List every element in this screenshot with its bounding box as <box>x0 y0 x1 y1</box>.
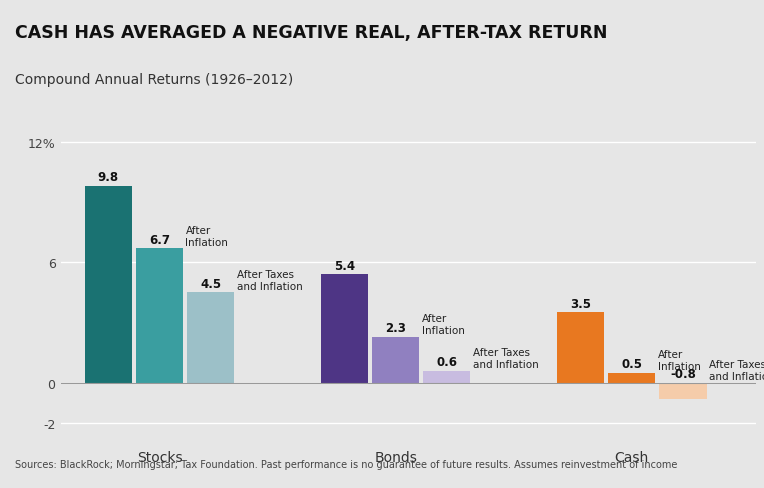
Bar <box>187 293 235 383</box>
Bar <box>423 371 471 383</box>
Bar <box>557 313 604 383</box>
Text: 3.5: 3.5 <box>570 298 591 310</box>
Text: CASH HAS AVERAGED A NEGATIVE REAL, AFTER-TAX RETURN: CASH HAS AVERAGED A NEGATIVE REAL, AFTER… <box>15 23 608 41</box>
Text: After Taxes
and Inflation: After Taxes and Inflation <box>237 269 303 291</box>
Text: 0.5: 0.5 <box>621 358 643 370</box>
Text: After Taxes
and Inflation: After Taxes and Inflation <box>473 347 539 369</box>
Text: 9.8: 9.8 <box>98 171 119 184</box>
Text: Sources: BlackRock; Morningstar; Tax Foundation. Past performance is no guarante: Sources: BlackRock; Morningstar; Tax Fou… <box>15 459 678 469</box>
Bar <box>85 186 132 383</box>
Bar <box>659 383 707 399</box>
Text: -0.8: -0.8 <box>670 367 696 381</box>
Text: 5.4: 5.4 <box>334 259 355 272</box>
Text: 6.7: 6.7 <box>149 233 170 246</box>
Text: After
Inflation: After Inflation <box>422 313 465 335</box>
Bar <box>608 373 656 383</box>
Text: After
Inflation: After Inflation <box>658 349 701 371</box>
Text: Compound Annual Returns (1926–2012): Compound Annual Returns (1926–2012) <box>15 73 293 87</box>
Text: After Taxes
and Inflation: After Taxes and Inflation <box>709 360 764 382</box>
Bar <box>136 249 183 383</box>
Bar <box>321 275 368 383</box>
Text: After
Inflation: After Inflation <box>186 225 228 247</box>
Text: 0.6: 0.6 <box>436 356 458 368</box>
Text: 2.3: 2.3 <box>385 322 406 334</box>
Bar <box>372 337 419 383</box>
Text: 4.5: 4.5 <box>200 277 222 290</box>
